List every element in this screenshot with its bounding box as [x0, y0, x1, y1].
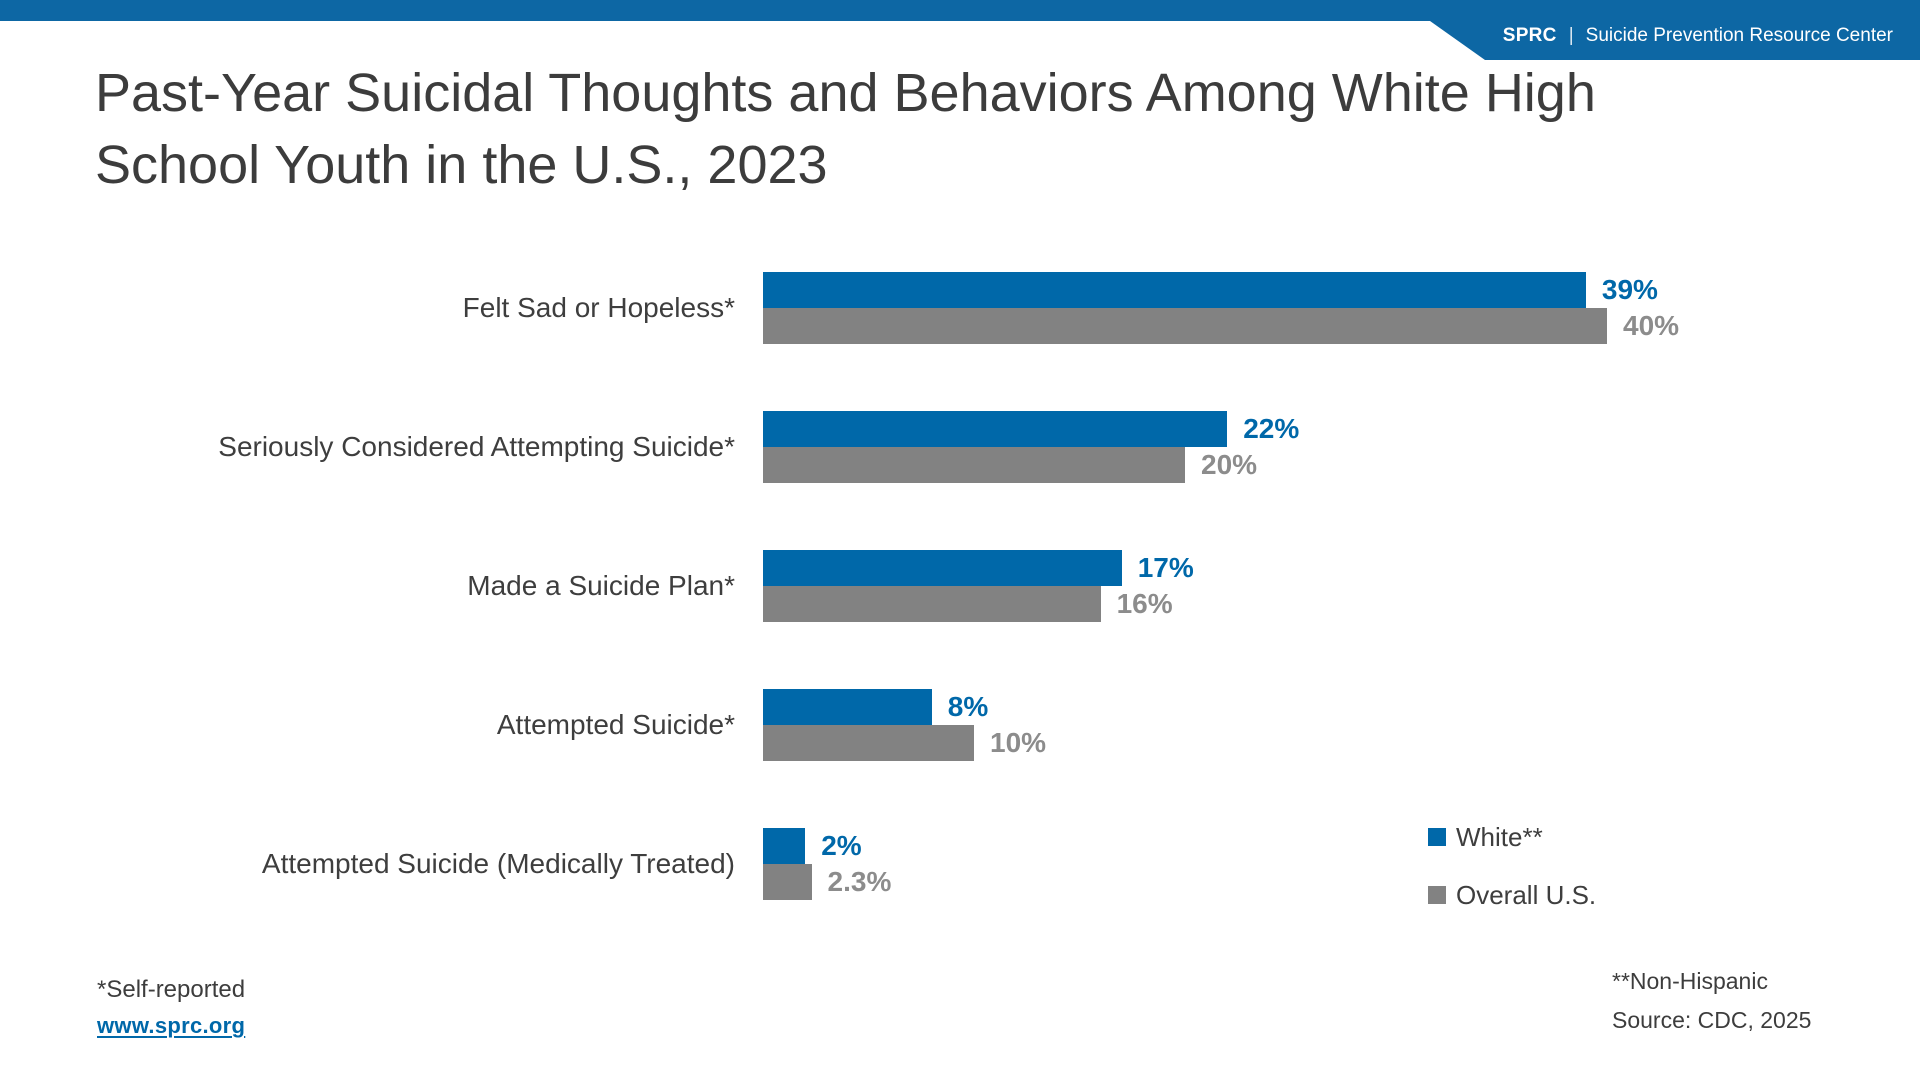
- bar-white: [763, 550, 1122, 586]
- value-label-overall-us: 10%: [990, 727, 1047, 758]
- footnote-right-block: **Non-Hispanic Source: CDC, 2025: [1612, 962, 1811, 1040]
- bar-white: [763, 411, 1228, 447]
- bar-overall-us: [763, 725, 974, 761]
- value-label-white: 39%: [1601, 274, 1658, 305]
- bar-group: 22% 20%: [763, 411, 1299, 483]
- bar-overall-us: [763, 447, 1185, 483]
- bar-line-white: 2%: [763, 828, 891, 864]
- footnote-source: Source: CDC, 2025: [1612, 1007, 1812, 1033]
- legend-swatch-overall-us: [1428, 886, 1446, 904]
- brand-org-name: Suicide Prevention Resource Center: [1585, 25, 1893, 46]
- legend-item-white: White**: [1428, 819, 1596, 855]
- chart-row: Felt Sad or Hopeless* 39% 40%: [0, 272, 1920, 344]
- category-label: Attempted Suicide*: [496, 709, 735, 740]
- bar-group: 8% 10%: [763, 689, 1046, 761]
- bar-line-white: 22%: [763, 411, 1299, 447]
- bar-line-white: 17%: [763, 550, 1194, 586]
- bar-group: 17% 16%: [763, 550, 1194, 622]
- footnote-self-reported: *Self-reported: [97, 976, 246, 1003]
- category-label: Made a Suicide Plan*: [467, 570, 735, 601]
- bar-line-white: 39%: [763, 272, 1679, 308]
- bar-line-overall-us: 20%: [763, 447, 1299, 483]
- bar-line-white: 8%: [763, 689, 1046, 725]
- brand-acronym: SPRC: [1502, 25, 1557, 46]
- bar-overall-us: [763, 308, 1607, 344]
- value-label-white: 8%: [947, 691, 989, 722]
- chart-legend: White** Overall U.S.: [1428, 819, 1596, 935]
- category-label: Felt Sad or Hopeless*: [462, 292, 735, 323]
- chart-row: Made a Suicide Plan* 17% 16%: [0, 550, 1920, 622]
- value-label-white: 2%: [821, 830, 862, 861]
- value-label-overall-us: 40%: [1623, 310, 1680, 341]
- legend-item-overall-us: Overall U.S.: [1428, 877, 1596, 913]
- bar-white: [763, 828, 806, 864]
- bar-line-overall-us: 2.3%: [763, 864, 891, 900]
- brand-separator: |: [1568, 25, 1574, 46]
- bar-white: [763, 272, 1586, 308]
- bar-overall-us: [763, 586, 1101, 622]
- chart-row: Attempted Suicide* 8% 10%: [0, 689, 1920, 761]
- bar-group: 39% 40%: [763, 272, 1679, 344]
- bar-white: [763, 689, 932, 725]
- legend-swatch-white: [1428, 828, 1446, 846]
- sprc-website-link[interactable]: www.sprc.org: [97, 1013, 246, 1038]
- value-label-overall-us: 16%: [1116, 588, 1173, 619]
- header-brand-ribbon: SPRC | Suicide Prevention Resource Cente…: [1430, 0, 1920, 60]
- bar-line-overall-us: 16%: [763, 586, 1194, 622]
- value-label-white: 17%: [1137, 552, 1194, 583]
- legend-label-overall-us: Overall U.S.: [1456, 879, 1597, 910]
- category-label: Attempted Suicide (Medically Treated): [261, 848, 735, 879]
- value-label-overall-us: 2.3%: [827, 866, 892, 897]
- legend-label-white: White**: [1456, 821, 1543, 852]
- page-title-line1: Past-Year Suicidal Thoughts and Behavior…: [95, 63, 1596, 123]
- page-title: Past-Year Suicidal Thoughts and Behavior…: [95, 57, 1596, 201]
- page-title-line2: School Youth in the U.S., 2023: [95, 135, 828, 195]
- footnote-left-block: *Self-reported www.sprc.org: [97, 976, 245, 1039]
- bar-line-overall-us: 10%: [763, 725, 1046, 761]
- bar-line-overall-us: 40%: [763, 308, 1679, 344]
- category-label: Seriously Considered Attempting Suicide*: [218, 431, 735, 462]
- footnote-non-hispanic: **Non-Hispanic: [1612, 968, 1768, 994]
- value-label-overall-us: 20%: [1201, 449, 1258, 480]
- bar-overall-us: [763, 864, 812, 900]
- bar-group: 2% 2.3%: [763, 828, 891, 900]
- chart-row: Attempted Suicide (Medically Treated) 2% 2…: [0, 828, 1920, 900]
- chart-row: Seriously Considered Attempting Suicide*…: [0, 411, 1920, 483]
- value-label-white: 22%: [1243, 413, 1300, 444]
